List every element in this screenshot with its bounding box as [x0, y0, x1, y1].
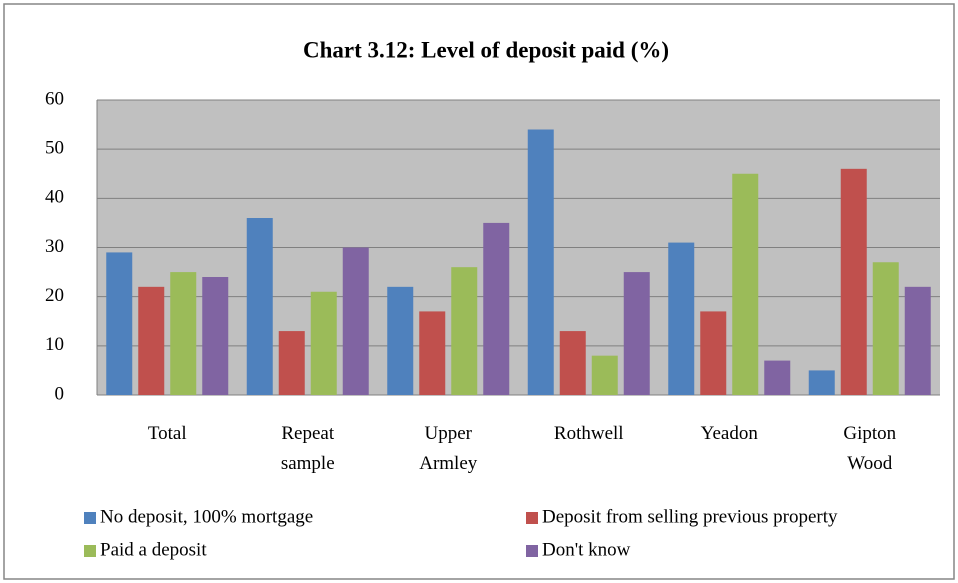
y-tick-label: 30 [45, 236, 64, 257]
bar [310, 291, 337, 395]
legend-label: No deposit, 100% mortgage [100, 506, 313, 527]
bar [451, 267, 478, 395]
y-tick-label: 40 [45, 187, 64, 208]
legend-swatch [526, 545, 538, 557]
bar [623, 272, 650, 395]
x-tick-label: Repeat sample [281, 423, 335, 474]
bar [700, 311, 727, 395]
bar [342, 247, 369, 395]
y-tick-label: 60 [45, 88, 64, 109]
bar [202, 277, 229, 395]
x-tick-label: Rothwell [554, 423, 624, 444]
bar [732, 173, 759, 395]
bar [419, 311, 446, 395]
x-tick-label: Upper Armley [419, 423, 478, 474]
bar [170, 272, 197, 395]
bar [904, 286, 931, 395]
y-tick-label: 20 [45, 285, 64, 306]
bar [808, 370, 835, 395]
bar [668, 242, 695, 395]
y-tick-label: 10 [45, 334, 64, 355]
bar [106, 252, 133, 395]
x-tick-label: Yeadon [701, 423, 759, 444]
legend-label: Deposit from selling previous property [542, 506, 838, 527]
bar [527, 129, 554, 395]
bar [278, 331, 305, 395]
bar [764, 360, 791, 395]
legend-swatch [84, 512, 96, 524]
bar [246, 218, 273, 395]
legend-label: Paid a deposit [100, 539, 207, 560]
y-tick-label: 0 [55, 383, 65, 404]
x-tick-label: Total [148, 423, 187, 444]
bar [840, 168, 867, 395]
x-tick-label: Gipton Wood [843, 423, 896, 474]
bar [138, 286, 165, 395]
bar [387, 286, 414, 395]
bar [483, 222, 510, 395]
legend-label: Don't know [542, 539, 631, 560]
chart-title: Chart 3.12: Level of deposit paid (%) [303, 37, 669, 62]
bar [591, 355, 618, 395]
y-tick-label: 50 [45, 138, 64, 159]
legend-swatch [84, 545, 96, 557]
legend-swatch [526, 512, 538, 524]
bar [559, 331, 586, 395]
bar [872, 262, 899, 395]
